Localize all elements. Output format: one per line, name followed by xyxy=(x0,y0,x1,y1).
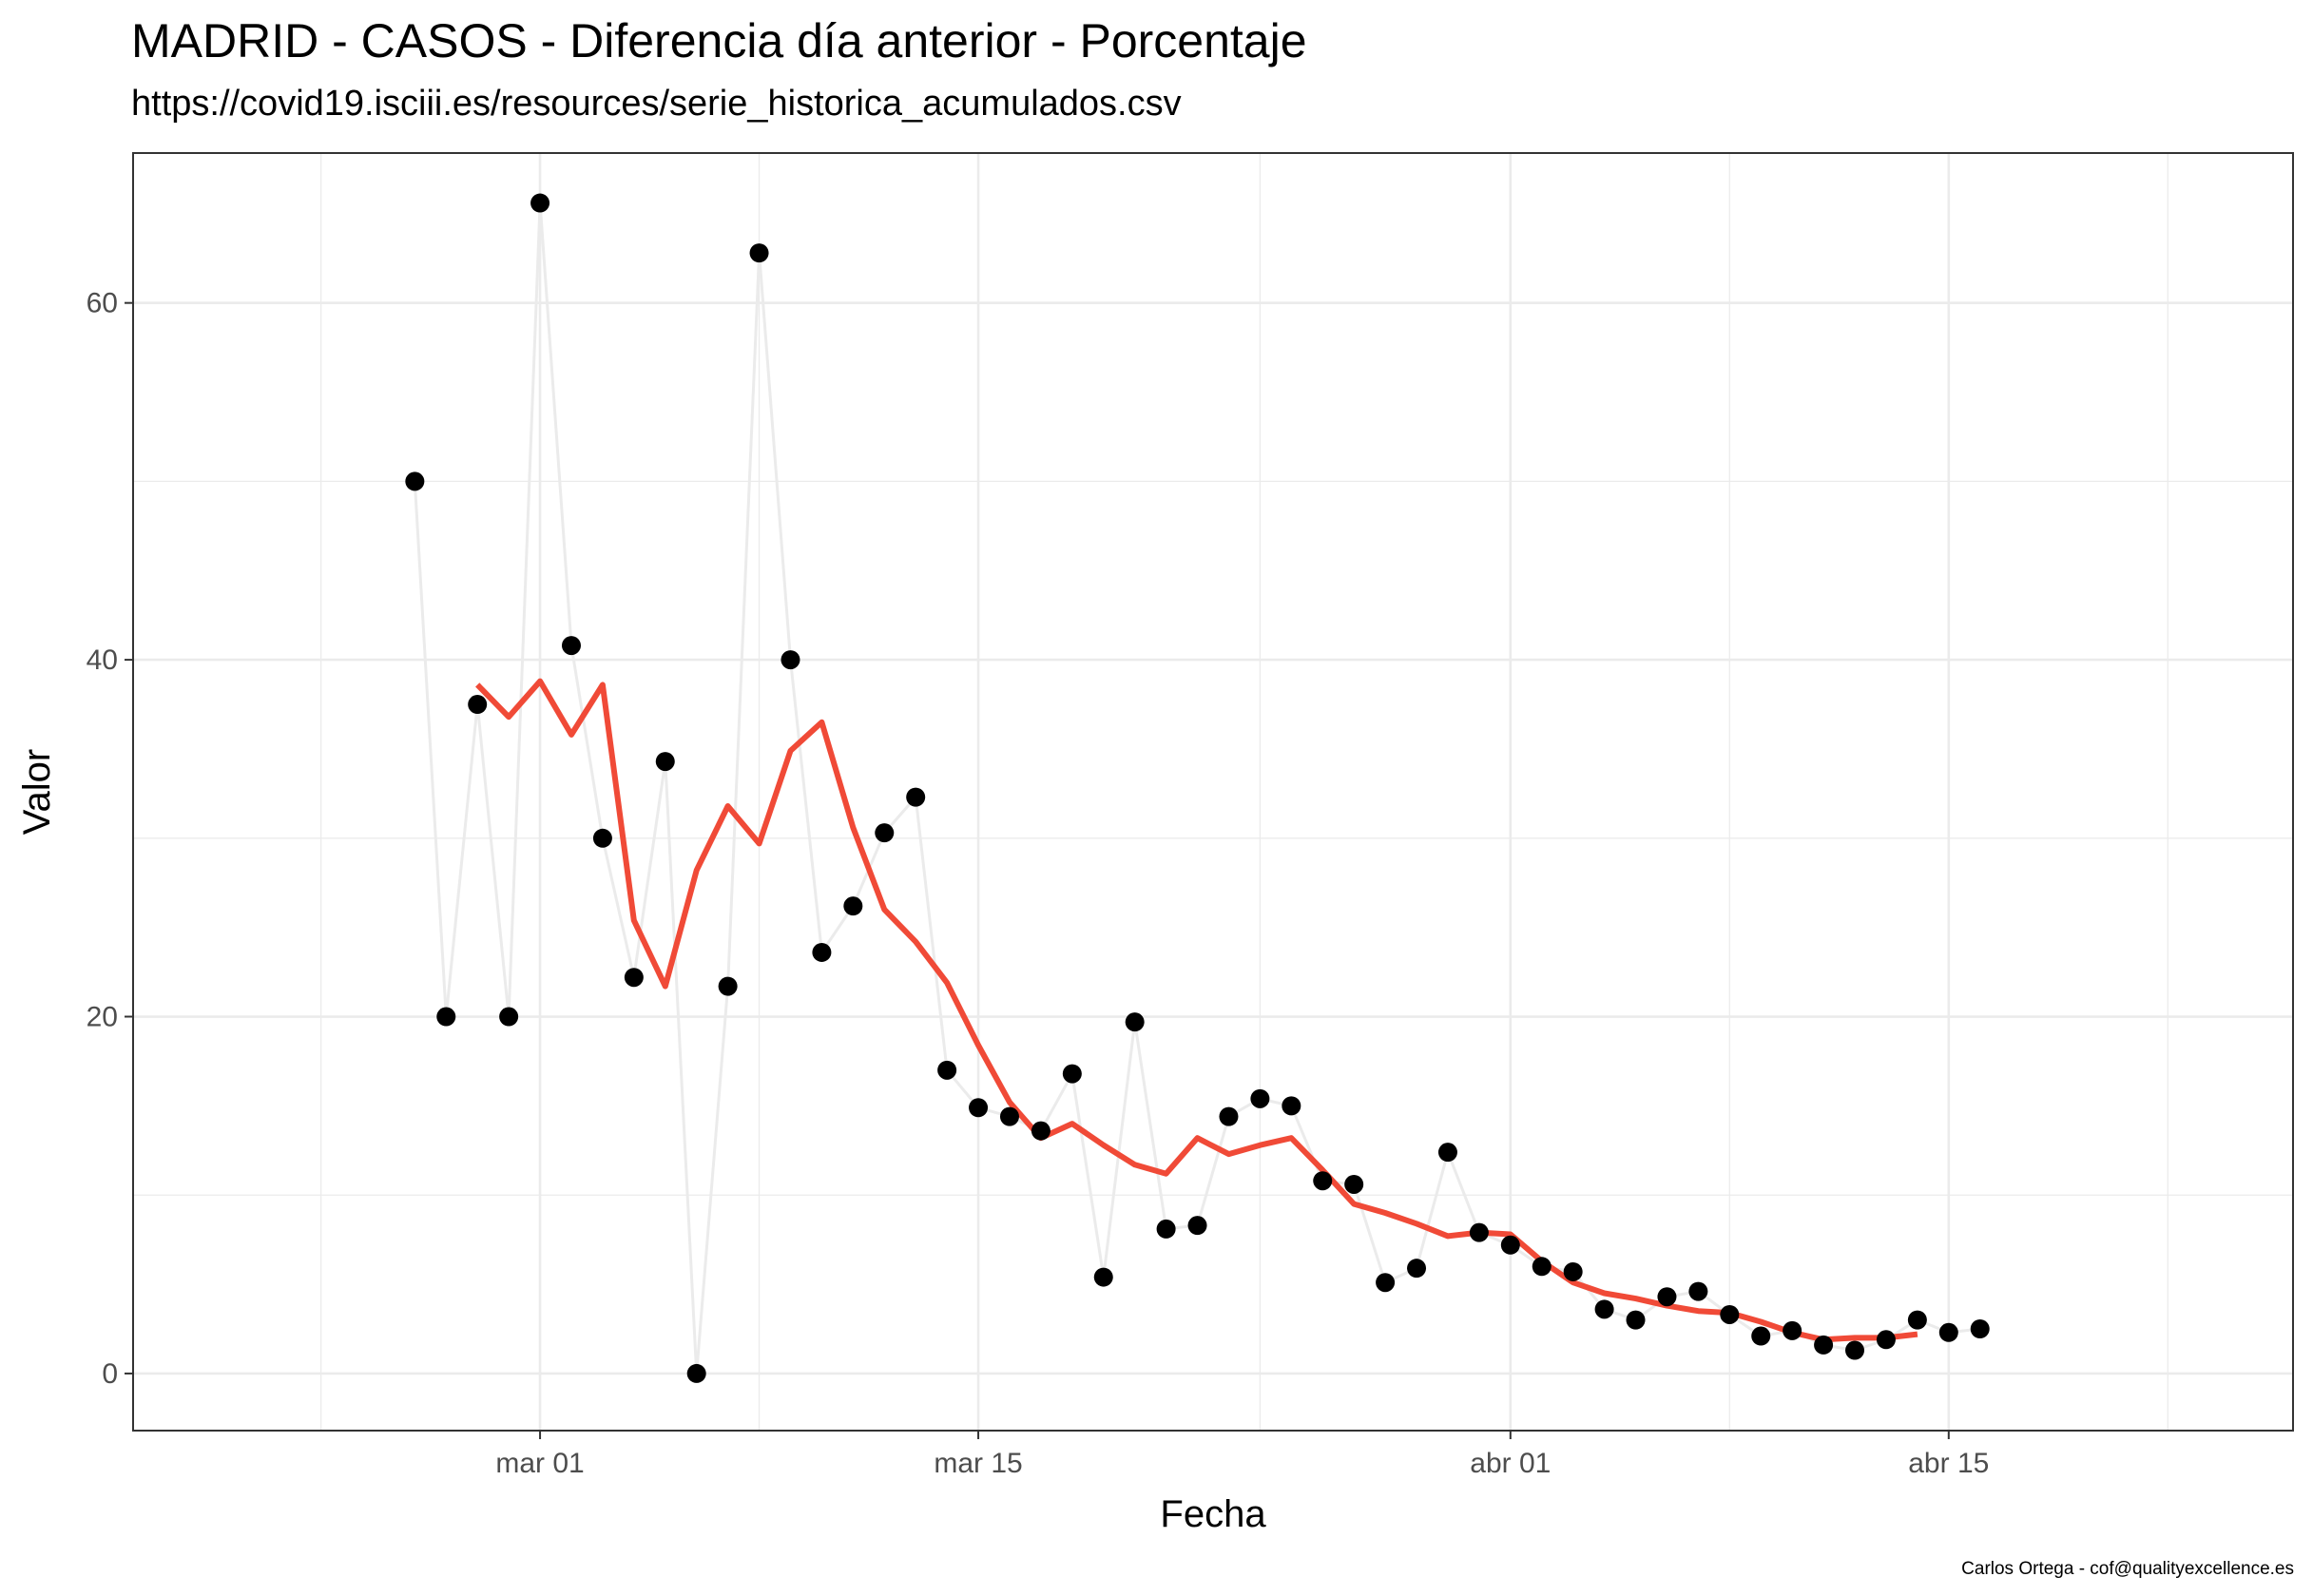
data-point xyxy=(530,193,550,213)
data-point xyxy=(1313,1171,1333,1191)
x-tick-label: abr 15 xyxy=(1908,1448,1989,1479)
data-point xyxy=(718,976,738,996)
data-point xyxy=(1031,1121,1050,1141)
data-point xyxy=(1594,1299,1614,1319)
y-tick-label: 0 xyxy=(102,1358,118,1390)
connector-layer xyxy=(413,202,1980,1375)
data-point xyxy=(1469,1222,1489,1242)
data-point xyxy=(1187,1216,1207,1236)
x-axis-title: Fecha xyxy=(1160,1493,1266,1535)
data-point xyxy=(969,1098,989,1118)
data-point xyxy=(1437,1143,1457,1163)
data-point xyxy=(749,243,769,263)
data-point xyxy=(499,1007,519,1027)
data-point xyxy=(561,636,581,656)
chart-subtitle: https://covid19.isciii.es/resources/seri… xyxy=(131,84,1182,124)
points-connector-line xyxy=(413,202,1980,1375)
data-point xyxy=(1250,1088,1270,1108)
data-point xyxy=(1751,1326,1771,1346)
data-point xyxy=(1282,1096,1301,1116)
data-point xyxy=(906,787,926,807)
data-point xyxy=(1688,1281,1708,1301)
moving-average-layer xyxy=(475,678,1918,1343)
y-tick-label: 40 xyxy=(87,644,118,676)
data-point xyxy=(1407,1259,1427,1279)
data-point xyxy=(875,823,895,843)
data-point xyxy=(1376,1273,1396,1293)
data-point xyxy=(436,1007,456,1027)
data-point xyxy=(624,968,644,988)
data-point xyxy=(999,1106,1019,1126)
point-layer xyxy=(405,193,1990,1383)
y-axis-title: Valor xyxy=(16,749,58,835)
y-tick-label: 60 xyxy=(87,288,118,319)
data-point xyxy=(1563,1261,1583,1281)
data-point xyxy=(1876,1330,1896,1350)
data-point xyxy=(1093,1267,1113,1287)
data-point xyxy=(1219,1106,1239,1126)
data-point xyxy=(1532,1257,1552,1277)
data-point xyxy=(1814,1335,1834,1355)
data-point xyxy=(1062,1064,1082,1084)
chart-caption: Carlos Ortega - cof@qualityexcellence.es xyxy=(1961,1559,2294,1579)
data-point xyxy=(1344,1174,1364,1194)
data-point xyxy=(1125,1012,1145,1032)
data-point xyxy=(405,471,425,491)
data-point xyxy=(655,752,675,772)
data-point xyxy=(1156,1219,1176,1239)
y-tick-label: 20 xyxy=(87,1002,118,1033)
chart-title: MADRID - CASOS - Diferencia día anterior… xyxy=(131,14,1307,67)
data-point xyxy=(812,942,832,962)
grid-layer xyxy=(133,153,2293,1431)
data-point xyxy=(843,896,863,916)
x-tick-label: mar 01 xyxy=(495,1448,584,1479)
data-point xyxy=(1845,1340,1865,1360)
data-point xyxy=(686,1363,706,1383)
data-point xyxy=(1626,1310,1646,1330)
x-tick-label: abr 01 xyxy=(1470,1448,1551,1479)
data-point xyxy=(1970,1319,1990,1339)
data-point xyxy=(937,1060,957,1080)
data-point xyxy=(1938,1322,1958,1342)
tick-layer: 0 20 40 60 mar 01 mar 15 abr 01 abr 15 xyxy=(87,288,1990,1479)
data-point xyxy=(781,650,800,670)
data-point xyxy=(1720,1304,1740,1324)
moving-average-line xyxy=(475,678,1918,1343)
panel-border xyxy=(132,152,2294,1432)
x-tick-label: mar 15 xyxy=(934,1448,1022,1479)
data-point xyxy=(468,695,488,715)
data-point xyxy=(1657,1287,1677,1307)
data-point xyxy=(592,828,612,848)
data-point xyxy=(1907,1310,1927,1330)
data-point xyxy=(1500,1235,1520,1255)
data-point xyxy=(1783,1320,1802,1340)
